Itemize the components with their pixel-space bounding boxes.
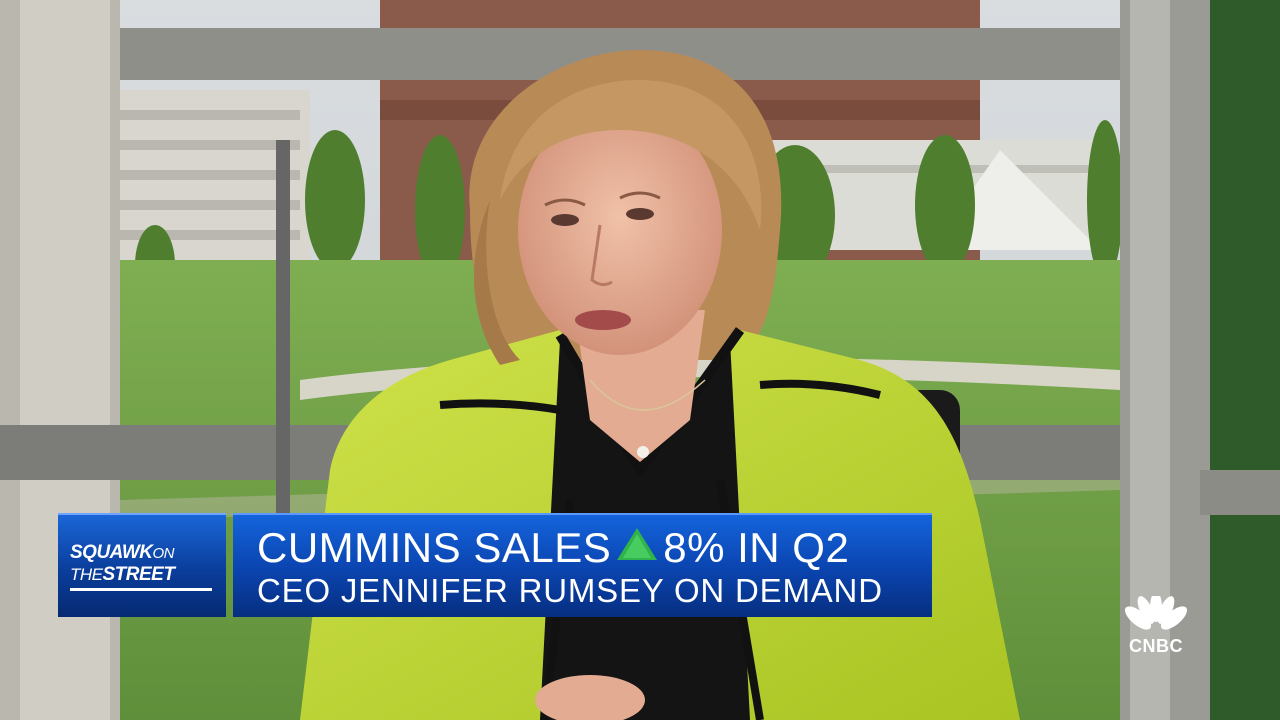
show-name-the: THE <box>70 565 103 584</box>
show-name-squawk: SQUAWK <box>70 542 153 563</box>
headline: CUMMINS SALES 8% IN Q2 <box>257 523 917 573</box>
headline-box: CUMMINS SALES 8% IN Q2 CEO JENNIFER RUMS… <box>233 513 932 617</box>
headline-part1: CUMMINS SALES <box>257 524 612 571</box>
network-name: CNBC <box>1129 636 1183 656</box>
show-logo: SQUAWKON THESTREET <box>58 513 226 617</box>
peacock-icon <box>1124 596 1188 630</box>
subheadline: CEO JENNIFER RUMSEY ON DEMAND <box>257 572 883 609</box>
show-name-street: STREET <box>102 564 175 585</box>
lower-third: SQUAWKON THESTREET CUMMINS SALES 8% IN Q… <box>58 513 932 617</box>
show-name-on: ON <box>152 545 175 562</box>
up-arrow-icon <box>615 524 659 572</box>
headline-part2: 8% IN Q2 <box>663 524 850 571</box>
show-logo-rule <box>70 588 212 591</box>
